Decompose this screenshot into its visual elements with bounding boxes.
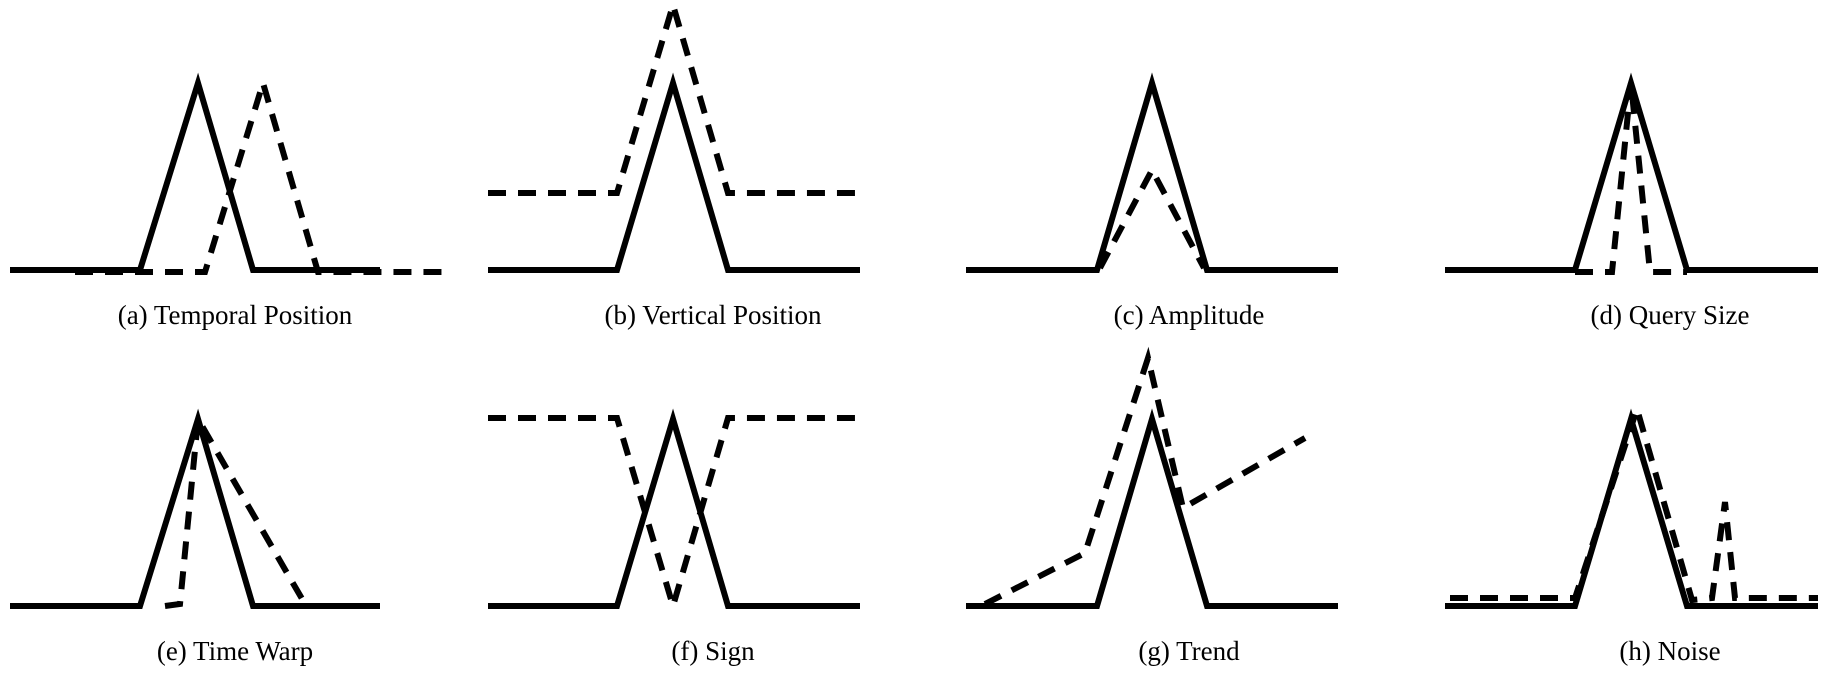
- panel-e: (e) Time Warp: [10, 408, 380, 666]
- reference-curve: [10, 72, 380, 273]
- reference-curve: [488, 408, 860, 609]
- panel-caption: (e) Time Warp: [157, 636, 313, 666]
- reference-curve: [488, 72, 860, 273]
- reference-curve: [966, 408, 1338, 609]
- query-curve: [488, 415, 860, 617]
- panel-caption: (h) Noise: [1619, 636, 1720, 666]
- panel-a: (a) Temporal Position: [10, 72, 450, 330]
- reference-curve: [10, 408, 380, 609]
- panel-caption: (c) Amplitude: [1114, 300, 1265, 330]
- panel-d: (d) Query Size: [1445, 72, 1818, 330]
- query-curve: [1450, 398, 1818, 604]
- panel-h: (h) Noise: [1445, 398, 1818, 666]
- panel-b: (b) Vertical Position: [488, 0, 860, 330]
- panel-caption: (a) Temporal Position: [118, 300, 353, 330]
- panel-caption: (g) Trend: [1138, 636, 1240, 666]
- panel-g: (g) Trend: [966, 346, 1338, 666]
- query-curve: [1097, 163, 1207, 270]
- reference-curve: [1445, 408, 1818, 609]
- reference-curve: [966, 72, 1338, 273]
- query-curve: [164, 409, 308, 609]
- query-curve: [983, 346, 1307, 607]
- query-curve: [488, 0, 860, 196]
- panel-f: (f) Sign: [488, 408, 860, 666]
- panel-caption: (b) Vertical Position: [605, 300, 822, 330]
- panel-caption: (d) Query Size: [1591, 300, 1750, 330]
- panel-caption: (f) Sign: [671, 636, 755, 666]
- query-curve: [75, 72, 450, 275]
- panel-c: (c) Amplitude: [966, 72, 1338, 330]
- query-curve: [1575, 82, 1687, 275]
